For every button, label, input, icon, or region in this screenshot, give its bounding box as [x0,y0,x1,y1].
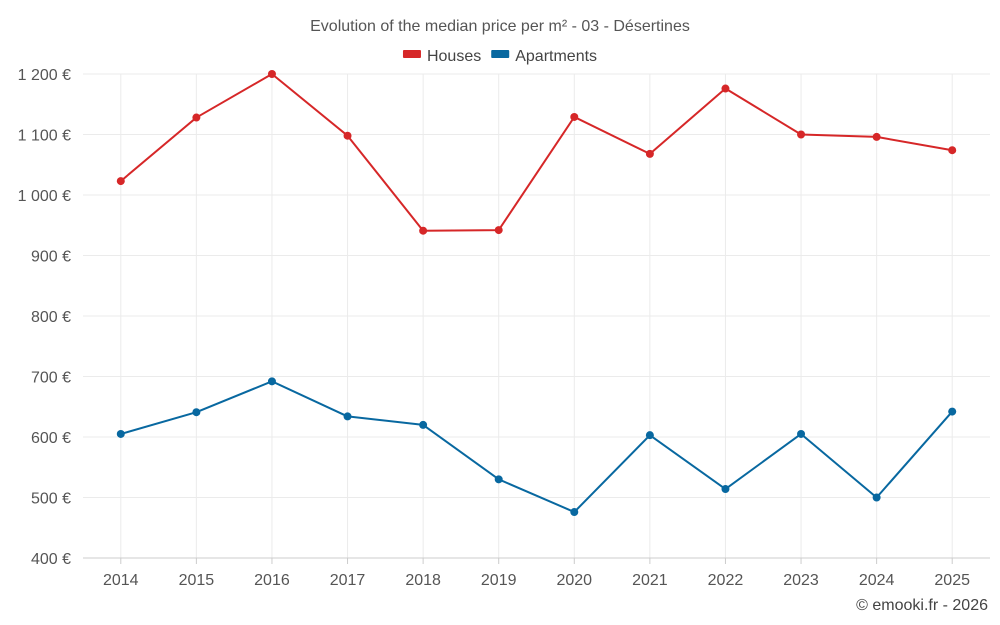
x-tick-label: 2023 [783,572,819,589]
x-tick-label: 2018 [405,572,441,589]
y-tick-label: 600 € [31,430,71,447]
legend-label-houses: Houses [427,48,481,65]
y-axis: 400 € 500 € 600 € 700 € 800 € 900 € 1 000 € 1 1… [18,67,71,568]
x-tick-label: 2016 [254,572,290,589]
x-axis: 2014 2015 2016 2017 2018 2019 2020 2021 2022 2023… [83,557,990,589]
chart-title: Evolution of the median price per m² - 0… [310,18,690,35]
houses-point [872,132,881,141]
houses-line [120,73,953,232]
x-tick-label: 2019 [481,572,517,589]
houses-point [192,113,201,122]
apartments-point [721,485,730,494]
x-tick-label: 2015 [179,572,215,589]
apartments-point [116,429,125,438]
apartments-point [419,420,428,429]
x-tick-label: 2021 [632,572,668,589]
series-group [116,70,957,517]
apartments-point [494,475,503,484]
legend: Houses Apartments [402,48,597,65]
houses-point [267,70,276,78]
legend-swatch-houses [402,50,421,58]
houses-point [721,84,730,93]
x-tick-label: 2022 [708,572,744,589]
houses-point [645,149,654,158]
y-tick-label: 900 € [31,249,71,266]
x-tick-label: 2020 [556,572,592,589]
x-tick-label: 2025 [934,572,970,589]
apartments-point [948,407,957,416]
y-tick-label: 400 € [31,551,71,568]
houses-point [494,226,503,235]
legend-swatch-apartments [491,50,510,58]
grid [83,73,990,558]
houses-point [797,130,806,139]
apartments-point [343,412,352,421]
legend-label-apartments: Apartments [515,48,597,65]
apartments-point [797,429,806,438]
y-tick-label: 1 100 € [18,128,71,145]
apartments-point [267,377,276,386]
y-tick-label: 700 € [31,370,71,387]
x-tick-label: 2024 [859,572,895,589]
apartments-point [645,431,654,440]
apartments-point [192,408,201,417]
y-tick-label: 1 200 € [18,67,71,84]
apartments-point [570,508,579,517]
houses-point [948,146,957,155]
y-tick-label: 800 € [31,309,71,326]
x-tick-label: 2017 [330,572,366,589]
x-tick-label: 2014 [103,572,139,589]
apartments-point [872,493,881,502]
y-tick-label: 1 000 € [18,188,71,205]
houses-point [343,131,352,140]
houses-point [570,112,579,121]
y-tick-label: 500 € [31,491,71,508]
credit-text: © emooki.fr - 2026 [856,597,988,614]
houses-point [116,177,125,186]
houses-point [419,226,428,235]
apartments-line [120,380,953,514]
